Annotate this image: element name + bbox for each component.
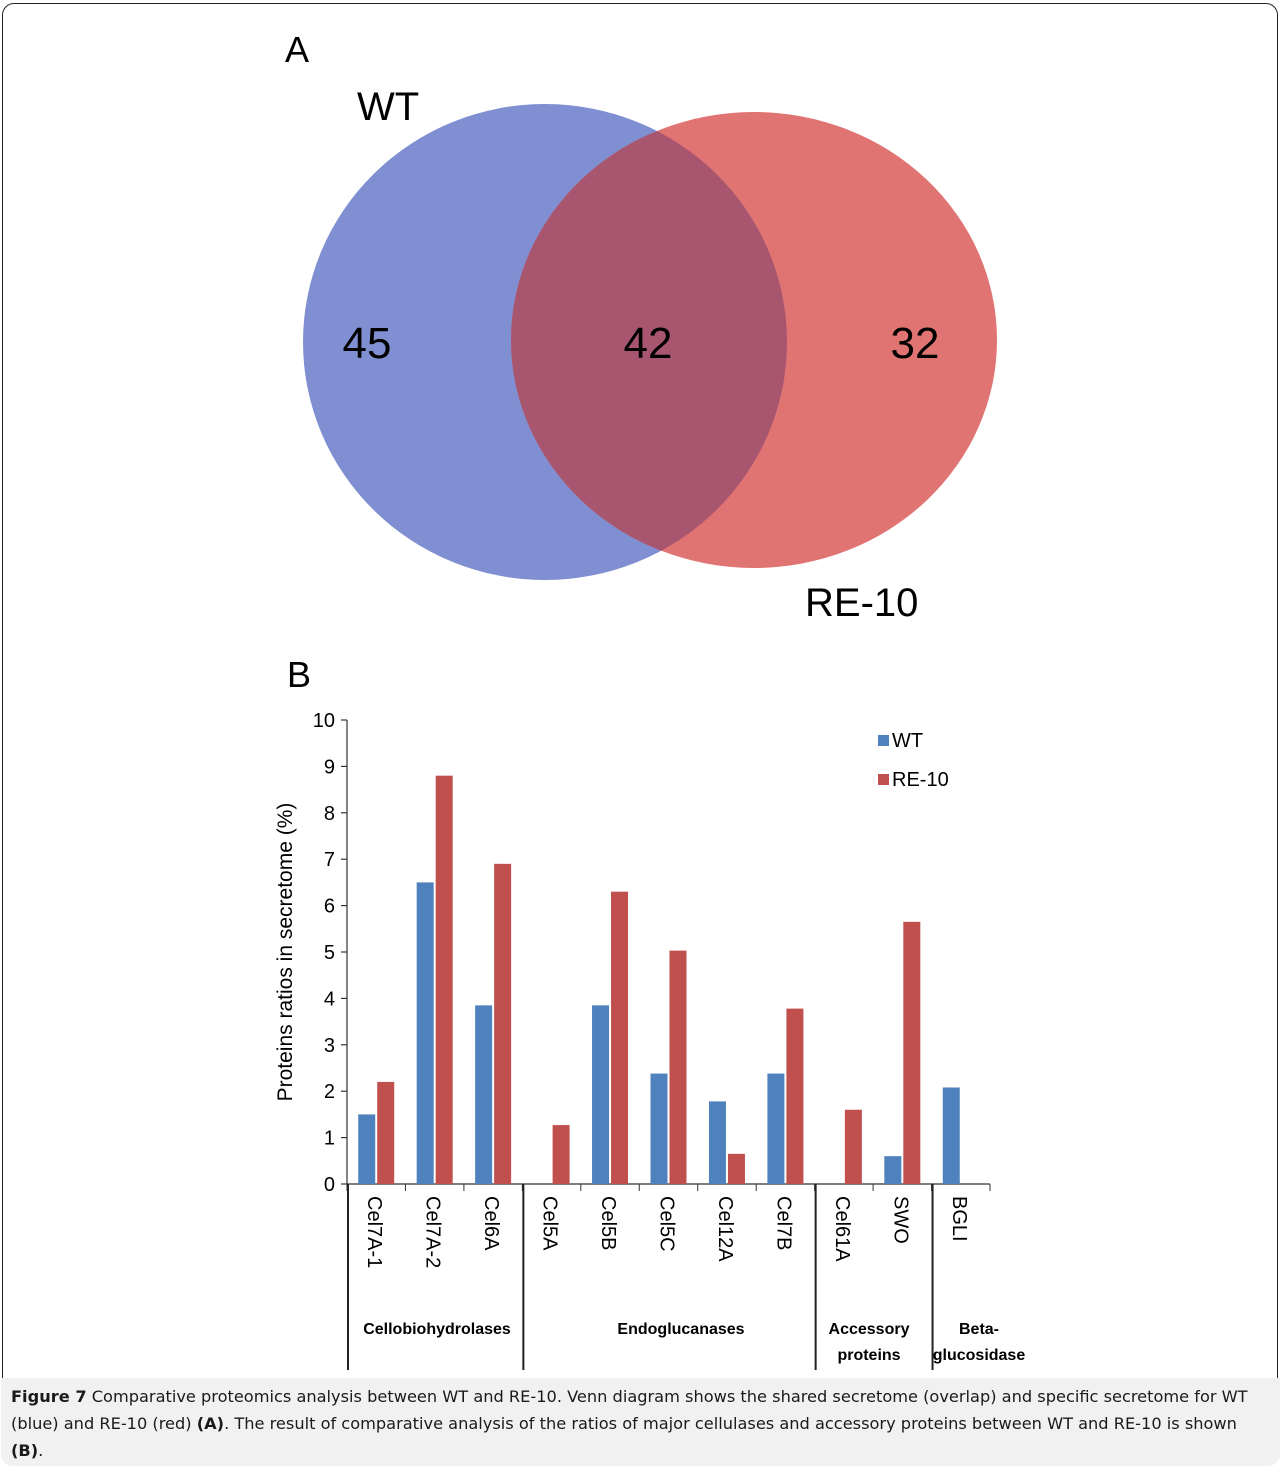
x-category-label: Cel5C	[656, 1196, 678, 1252]
panel-b-label: B	[287, 654, 311, 695]
y-tick-label: 10	[313, 710, 335, 732]
group-label: proteins	[837, 1347, 900, 1364]
bar-wt-cel12a	[708, 1101, 726, 1184]
figure-caption: Figure 7 Comparative proteomics analysis…	[11, 1383, 1269, 1464]
bar-re-10-cel61a	[844, 1109, 862, 1184]
legend-swatch-re-10	[878, 774, 889, 785]
bar-re-10-cel6a	[494, 863, 512, 1184]
y-tick-label: 8	[324, 803, 335, 825]
x-category-label: Cel6A	[480, 1196, 502, 1251]
y-tick-label: 4	[324, 988, 335, 1010]
y-tick-label: 5	[324, 942, 335, 964]
bar-re-10-cel5c	[669, 950, 687, 1184]
venn-only-re10-count: 32	[891, 319, 940, 368]
bar-re-10-cel5b	[611, 891, 629, 1184]
venn-only-wt-count: 45	[343, 319, 392, 368]
bar-wt-bgli	[942, 1087, 960, 1184]
bar-wt-cel7b	[767, 1073, 785, 1184]
caption-ref-b: (B)	[11, 1441, 39, 1460]
bar-wt-swo	[884, 1156, 902, 1184]
caption-label: Figure 7	[11, 1387, 87, 1406]
x-category-label: Cel61A	[831, 1196, 853, 1262]
y-tick-label: 0	[324, 1174, 335, 1196]
y-tick-label: 1	[324, 1128, 335, 1150]
y-tick-label: 3	[324, 1035, 335, 1057]
venn-set2-label: RE-10	[805, 581, 918, 625]
x-category-label: Cel5B	[597, 1196, 619, 1250]
panel-a-label: A	[285, 29, 309, 70]
venn-set1-label: WT	[357, 85, 419, 129]
bar-wt-cel7a-1	[358, 1114, 376, 1184]
legend-label-wt: WT	[892, 730, 923, 752]
group-label: Beta-	[959, 1321, 999, 1338]
caption-ref-a: (A)	[196, 1414, 225, 1433]
bar-wt-cel6a	[475, 1005, 493, 1184]
bar-re-10-cel7a-1	[377, 1081, 395, 1184]
bar-re-10-swo	[903, 921, 921, 1184]
x-category-label: Cel12A	[714, 1196, 736, 1262]
x-category-label: Cel7A-1	[363, 1196, 385, 1268]
caption-text-1: Comparative proteomics analysis between …	[11, 1387, 1248, 1433]
y-tick-label: 2	[324, 1081, 335, 1103]
bar-re-10-cel7a-2	[435, 775, 453, 1184]
bar-re-10-cel5a	[552, 1125, 570, 1184]
y-axis-title: Proteins ratios in secretome (%)	[274, 803, 297, 1102]
legend-swatch-wt	[878, 735, 889, 746]
venn-diagram	[303, 104, 997, 580]
x-category-label: Cel7B	[772, 1196, 794, 1250]
bar-re-10-cel12a	[727, 1153, 745, 1184]
caption-text-2: . The result of comparative analysis of …	[224, 1414, 1237, 1433]
bar-wt-cel7a-2	[416, 882, 434, 1184]
group-label: glucosidase	[933, 1347, 1026, 1364]
venn-overlap-count: 42	[624, 319, 673, 368]
y-tick-label: 6	[324, 896, 335, 918]
x-category-label: Cel7A-2	[422, 1196, 444, 1268]
caption-text-3: .	[38, 1441, 44, 1460]
group-label: Cellobiohydrolases	[363, 1321, 511, 1338]
x-category-label: SWO	[889, 1196, 911, 1244]
bar-wt-cel5c	[650, 1073, 668, 1184]
x-category-label: Cel5A	[539, 1196, 561, 1251]
bar-chart: 0 1 2 3 4 5 6 7 8 9 10 Proteins ratios in secretome…	[274, 710, 1025, 1370]
caption-background	[1, 1378, 1280, 1466]
x-category-label: BGLI	[948, 1196, 970, 1242]
legend-label-re-10: RE-10	[892, 769, 949, 791]
y-tick-label: 9	[324, 756, 335, 778]
bar-re-10-cel7b	[786, 1008, 804, 1184]
group-label: Endoglucanases	[617, 1321, 744, 1338]
venn-overlap	[511, 112, 787, 568]
y-tick-label: 7	[324, 849, 335, 871]
group-label: Accessory	[829, 1321, 910, 1338]
bar-wt-cel5b	[592, 1005, 610, 1184]
